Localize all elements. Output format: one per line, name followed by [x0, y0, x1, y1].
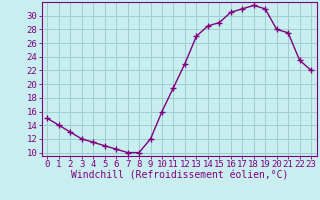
X-axis label: Windchill (Refroidissement éolien,°C): Windchill (Refroidissement éolien,°C) — [70, 171, 288, 181]
